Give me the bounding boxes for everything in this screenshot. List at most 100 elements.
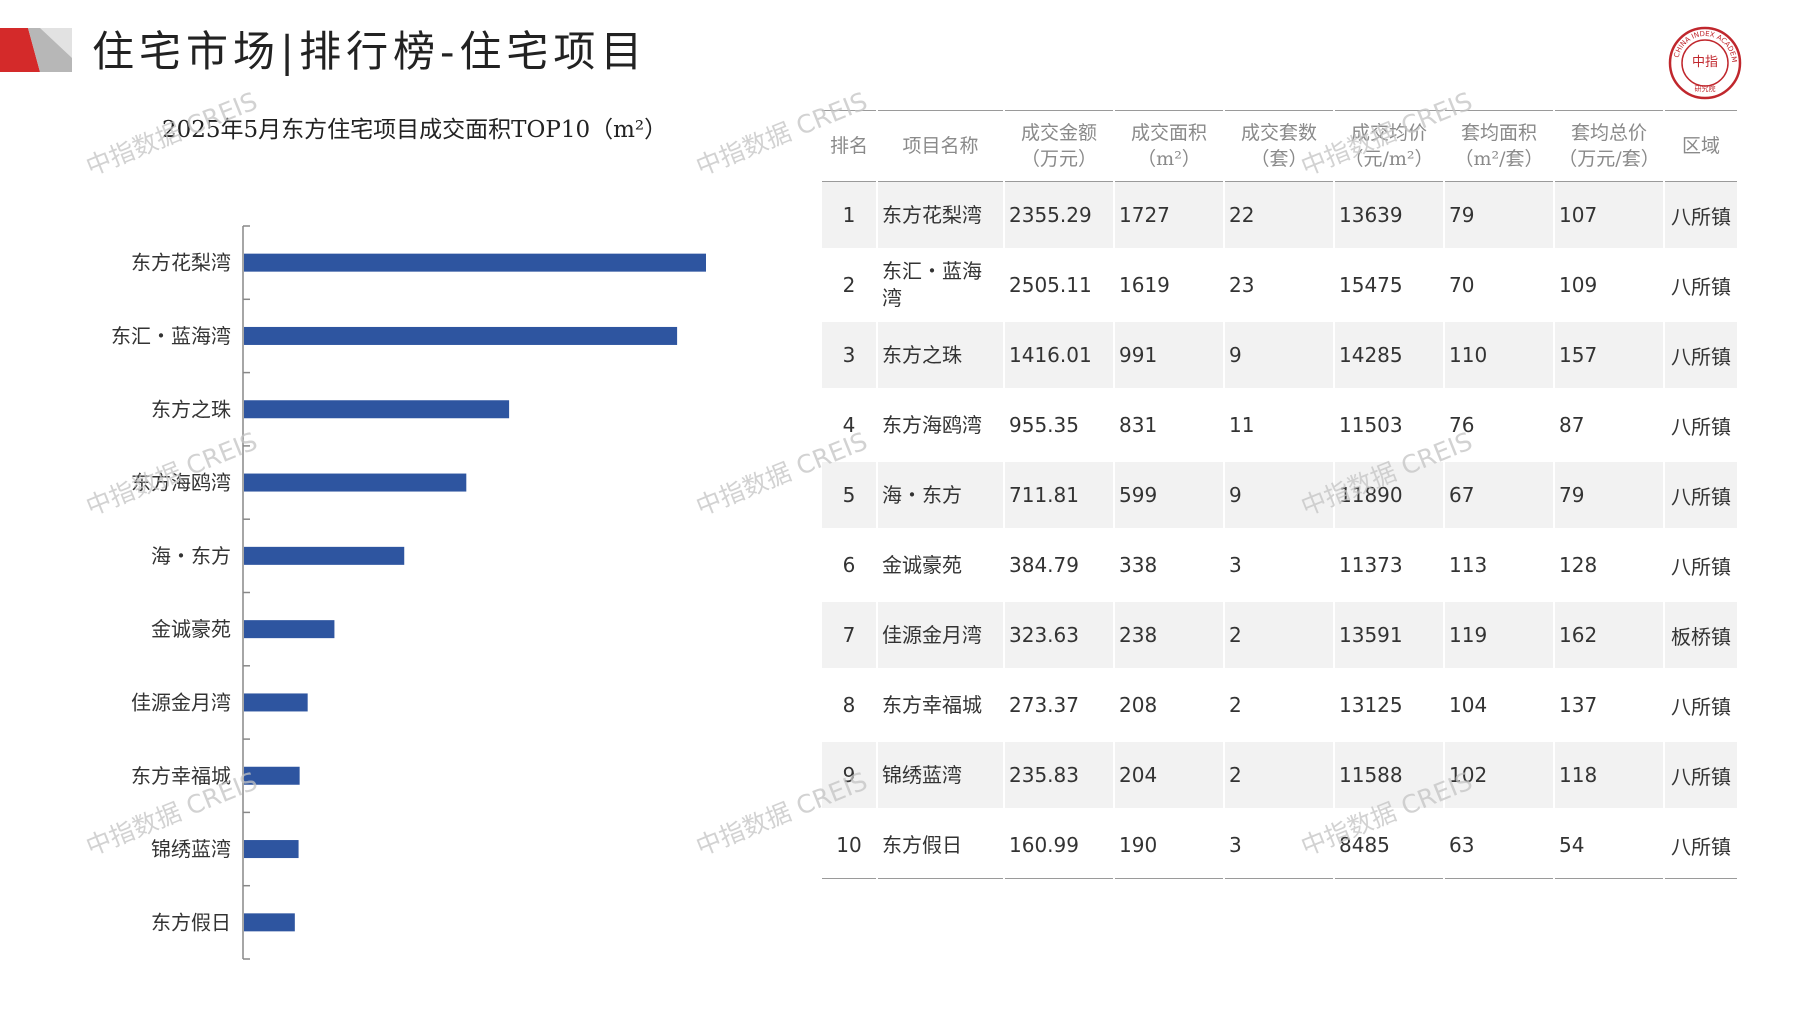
- bar: [244, 766, 300, 785]
- district-cell: 板桥镇: [1664, 600, 1739, 672]
- amount-cell: 1416.01: [1004, 320, 1115, 392]
- district-cell: 八所镇: [1664, 530, 1739, 602]
- avg-total-cell: 87: [1554, 390, 1665, 462]
- area-cell: 831: [1114, 390, 1225, 462]
- avg-total-cell: 107: [1554, 181, 1665, 252]
- column-header-label: 成交面积: [1130, 122, 1207, 144]
- chart-title: 2025年5月东方住宅项目成交面积TOP10（m²）: [162, 117, 668, 143]
- units-cell: 2: [1224, 740, 1335, 812]
- rank-cell: 3: [822, 320, 878, 392]
- avg-price-cell: 11890: [1334, 460, 1445, 532]
- project-name-cell: 金诚豪苑: [877, 530, 1005, 602]
- amount-cell: 955.35: [1004, 390, 1115, 462]
- avg-price-cell: 11503: [1334, 390, 1445, 462]
- project-name-cell: 东方海鸥湾: [877, 390, 1005, 462]
- bar: [244, 546, 405, 565]
- project-name-cell: 东方花梨湾: [877, 181, 1005, 252]
- district-cell: 八所镇: [1664, 181, 1739, 252]
- rank-cell: 10: [822, 810, 878, 879]
- bar: [244, 693, 308, 712]
- column-header: 套均总价 （万元/套）: [1554, 110, 1665, 182]
- category-label: 海・东方: [151, 544, 231, 568]
- avg-area-cell: 104: [1444, 670, 1555, 742]
- amount-cell: 323.63: [1004, 600, 1115, 672]
- table-row: 1 东方花梨湾 2355.29 1727 22 13639 79 107 八所镇: [822, 181, 1739, 252]
- column-header: 排名: [822, 110, 878, 182]
- table-header-row: 排名 项目名称 成交金额 （万元） 成交面积 （m²） 成交套数 （套） 成交均价 （元/m²） 套…: [822, 110, 1739, 182]
- district-cell: 八所镇: [1664, 390, 1739, 462]
- avg-price-cell: 14285: [1334, 320, 1445, 392]
- column-header: 区域: [1664, 110, 1739, 182]
- table-row: 9 锦绣蓝湾 235.83 204 2 11588 102 118 八所镇: [822, 740, 1739, 812]
- units-cell: 2: [1224, 600, 1335, 672]
- amount-cell: 2505.11: [1004, 250, 1115, 322]
- logo-center-text: 中指: [1692, 55, 1718, 70]
- ranking-table: 排名 项目名称 成交金额 （万元） 成交面积 （m²） 成交套数 （套） 成交均价 （元/m²） 套…: [822, 110, 1739, 879]
- avg-area-cell: 63: [1444, 810, 1555, 879]
- column-header-label: 区域: [1681, 135, 1720, 157]
- units-cell: 11: [1224, 390, 1335, 462]
- bar: [244, 620, 335, 639]
- area-cell: 204: [1114, 740, 1225, 812]
- rank-cell: 9: [822, 740, 878, 812]
- district-cell: 八所镇: [1664, 740, 1739, 812]
- area-cell: 991: [1114, 320, 1225, 392]
- project-name-cell: 东方之珠: [877, 320, 1005, 392]
- avg-area-cell: 76: [1444, 390, 1555, 462]
- project-name-cell: 佳源金月湾: [877, 600, 1005, 672]
- avg-price-cell: 11373: [1334, 530, 1445, 602]
- area-cell: 190: [1114, 810, 1225, 879]
- units-cell: 3: [1224, 810, 1335, 879]
- column-header-unit: （万元）: [1020, 148, 1097, 170]
- bar: [244, 913, 295, 932]
- area-cell: 338: [1114, 530, 1225, 602]
- page-title: 住宅市场|排行榜-住宅项目: [92, 27, 648, 76]
- avg-price-cell: 13639: [1334, 181, 1445, 252]
- table-row: 5 海・东方 711.81 599 9 11890 67 79 八所镇: [822, 460, 1739, 532]
- column-header-label: 套均面积: [1460, 122, 1537, 144]
- category-label: 东方花梨湾: [131, 251, 231, 275]
- project-name-cell: 东方幸福城: [877, 670, 1005, 742]
- project-name-cell: 东汇・蓝海湾: [877, 250, 1005, 322]
- amount-cell: 273.37: [1004, 670, 1115, 742]
- area-cell: 599: [1114, 460, 1225, 532]
- column-header-unit: （m²/套）: [1454, 148, 1544, 170]
- column-header: 成交均价 （元/m²）: [1334, 110, 1445, 182]
- units-cell: 22: [1224, 181, 1335, 252]
- amount-cell: 711.81: [1004, 460, 1115, 532]
- units-cell: 2: [1224, 670, 1335, 742]
- bar: [244, 253, 706, 272]
- column-header-label: 成交套数: [1240, 122, 1317, 144]
- avg-total-cell: 157: [1554, 320, 1665, 392]
- units-cell: 3: [1224, 530, 1335, 602]
- column-header-unit: （万元/套）: [1558, 148, 1660, 170]
- area-cell: 1727: [1114, 181, 1225, 252]
- bar: [244, 400, 510, 419]
- avg-price-cell: 8485: [1334, 810, 1445, 879]
- area-cell: 1619: [1114, 250, 1225, 322]
- bar-chart: 东方花梨湾东汇・蓝海湾东方之珠东方海鸥湾海・东方金诚豪苑佳源金月湾东方幸福城锦绣…: [111, 225, 706, 960]
- avg-price-cell: 13591: [1334, 600, 1445, 672]
- avg-total-cell: 118: [1554, 740, 1665, 812]
- column-header: 成交套数 （套）: [1224, 110, 1335, 182]
- avg-area-cell: 119: [1444, 600, 1555, 672]
- units-cell: 23: [1224, 250, 1335, 322]
- avg-total-cell: 137: [1554, 670, 1665, 742]
- table-body: 1 东方花梨湾 2355.29 1727 22 13639 79 107 八所镇 2 东汇・蓝海湾 2…: [822, 181, 1739, 879]
- avg-price-cell: 15475: [1334, 250, 1445, 322]
- rank-cell: 4: [822, 390, 878, 462]
- column-header: 套均面积 （m²/套）: [1444, 110, 1555, 182]
- project-name-cell: 锦绣蓝湾: [877, 740, 1005, 812]
- amount-cell: 160.99: [1004, 810, 1115, 879]
- avg-area-cell: 113: [1444, 530, 1555, 602]
- area-cell: 208: [1114, 670, 1225, 742]
- category-label: 东方之珠: [151, 397, 231, 421]
- avg-total-cell: 162: [1554, 600, 1665, 672]
- amount-cell: 235.83: [1004, 740, 1115, 812]
- table-row: 2 东汇・蓝海湾 2505.11 1619 23 15475 70 109 八所镇: [822, 250, 1739, 322]
- column-header-label: 成交金额: [1020, 122, 1097, 144]
- table-row: 8 东方幸福城 273.37 208 2 13125 104 137 八所镇: [822, 670, 1739, 742]
- rank-cell: 8: [822, 670, 878, 742]
- project-name-cell: 海・东方: [877, 460, 1005, 532]
- column-header-label: 项目名称: [902, 135, 979, 157]
